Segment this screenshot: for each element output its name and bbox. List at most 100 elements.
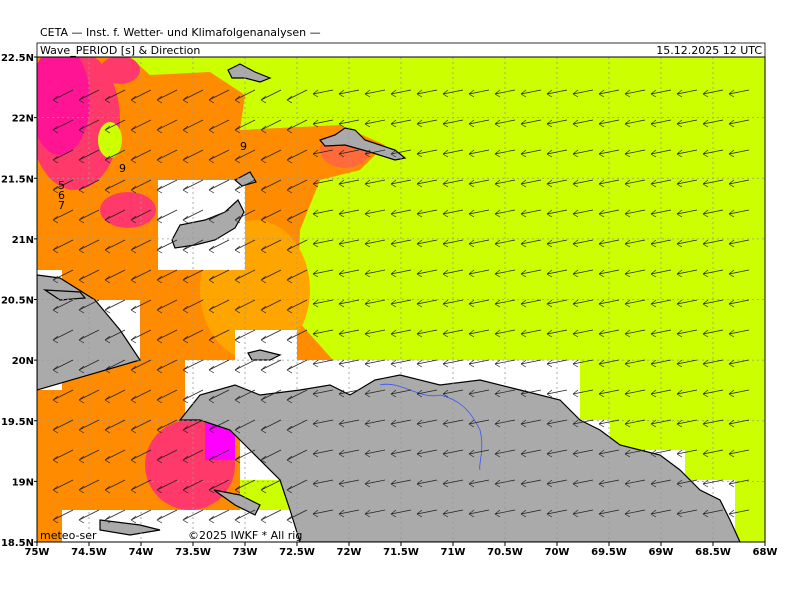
direction-arrow xyxy=(442,479,464,488)
direction-arrow xyxy=(546,239,568,248)
river xyxy=(379,383,483,471)
direction-arrow xyxy=(156,89,178,104)
direction-arrow xyxy=(650,89,672,98)
contour-label: 9 xyxy=(240,140,247,153)
direction-arrow xyxy=(390,479,412,488)
direction-arrow xyxy=(104,299,126,314)
direction-arrow xyxy=(312,209,334,218)
direction-arrow xyxy=(598,119,620,128)
y-tick-label: 21N xyxy=(12,235,34,246)
x-tick-label: 72.5W xyxy=(279,547,315,558)
direction-arrow xyxy=(416,419,438,428)
direction-arrow xyxy=(208,89,230,104)
direction-arrow xyxy=(468,419,490,428)
direction-arrow xyxy=(702,299,724,308)
direction-arrow xyxy=(208,449,230,464)
direction-arrow xyxy=(624,209,646,218)
direction-arrow xyxy=(416,119,438,128)
x-tick-label: 71.5W xyxy=(383,547,419,558)
direction-arrow xyxy=(442,449,464,458)
direction-arrow xyxy=(598,149,620,158)
direction-arrow xyxy=(52,299,74,314)
direction-arrow xyxy=(546,329,568,338)
direction-arrow xyxy=(182,89,204,104)
direction-arrow xyxy=(312,509,334,518)
x-tick-label: 73.5W xyxy=(175,547,211,558)
direction-arrow xyxy=(650,479,672,488)
contour-label: 9 xyxy=(119,162,126,175)
direction-arrow xyxy=(702,419,724,428)
direction-arrow xyxy=(260,209,282,224)
direction-arrow xyxy=(182,209,204,224)
direction-arrow xyxy=(468,299,490,308)
direction-arrow xyxy=(182,149,204,164)
x-tick-label: 70W xyxy=(545,547,570,558)
direction-arrow xyxy=(104,119,126,134)
direction-arrow xyxy=(546,419,568,428)
direction-arrow xyxy=(234,389,256,404)
direction-arrow xyxy=(260,89,282,104)
direction-arrow xyxy=(364,479,386,488)
source-title: CETA — Inst. f. Wetter- und Klimafolgena… xyxy=(40,26,321,39)
direction-arrow xyxy=(130,419,152,434)
direction-arrow xyxy=(260,119,282,134)
direction-arrow xyxy=(78,479,100,494)
direction-arrow xyxy=(494,329,516,338)
axes: 75W 74.5W 74W 73.5W 73W 72.5W 72W 71.5W 71W 70.5W… xyxy=(1,53,778,558)
direction-arrow xyxy=(286,359,308,374)
direction-arrow xyxy=(130,119,152,134)
direction-arrow xyxy=(494,89,516,98)
direction-arrow xyxy=(442,509,464,518)
direction-arrow xyxy=(468,509,490,518)
direction-arrow xyxy=(130,329,152,344)
direction-arrow xyxy=(260,449,282,464)
direction-arrow xyxy=(364,419,386,428)
direction-arrow xyxy=(598,179,620,188)
direction-arrow xyxy=(390,239,412,248)
direction-arrow xyxy=(234,449,256,464)
direction-arrow xyxy=(624,89,646,98)
direction-arrow xyxy=(182,299,204,314)
direction-arrow xyxy=(494,119,516,128)
direction-arrow xyxy=(546,479,568,488)
direction-arrow xyxy=(416,389,438,398)
direction-arrow xyxy=(364,209,386,218)
direction-arrow xyxy=(442,329,464,338)
direction-arrow xyxy=(442,209,464,218)
direction-arrow xyxy=(390,299,412,308)
direction-arrow xyxy=(78,419,100,434)
direction-arrow xyxy=(286,149,308,164)
direction-arrow xyxy=(494,149,516,158)
direction-arrow xyxy=(312,119,334,128)
direction-arrow xyxy=(182,329,204,344)
direction-arrow xyxy=(312,479,334,488)
direction-arrow xyxy=(260,269,282,284)
direction-arrow xyxy=(286,509,308,524)
footer-copyright: ©2025 IWKF * All rig xyxy=(188,529,302,542)
direction-arrow xyxy=(156,179,178,194)
direction-arrow xyxy=(78,179,100,194)
direction-arrow xyxy=(676,119,698,128)
y-tick-label: 19.5N xyxy=(1,417,34,428)
direction-arrow xyxy=(234,329,256,344)
direction-arrow xyxy=(156,269,178,284)
direction-arrow xyxy=(208,149,230,164)
direction-arrow xyxy=(312,359,334,368)
direction-arrow xyxy=(702,509,724,518)
direction-arrow xyxy=(312,389,334,398)
direction-arrow xyxy=(728,359,750,368)
y-tick-label: 22N xyxy=(12,114,34,125)
direction-arrow xyxy=(494,449,516,458)
field-high-period xyxy=(100,192,156,228)
direction-arrow xyxy=(78,329,100,344)
direction-arrow xyxy=(650,359,672,368)
direction-arrow xyxy=(546,209,568,218)
direction-arrow xyxy=(234,179,256,194)
direction-arrow xyxy=(338,509,360,518)
direction-arrow xyxy=(234,269,256,284)
direction-arrow xyxy=(130,359,152,374)
direction-arrow xyxy=(130,269,152,284)
direction-arrow xyxy=(104,209,126,224)
direction-arrow xyxy=(260,239,282,254)
direction-arrow xyxy=(702,209,724,218)
